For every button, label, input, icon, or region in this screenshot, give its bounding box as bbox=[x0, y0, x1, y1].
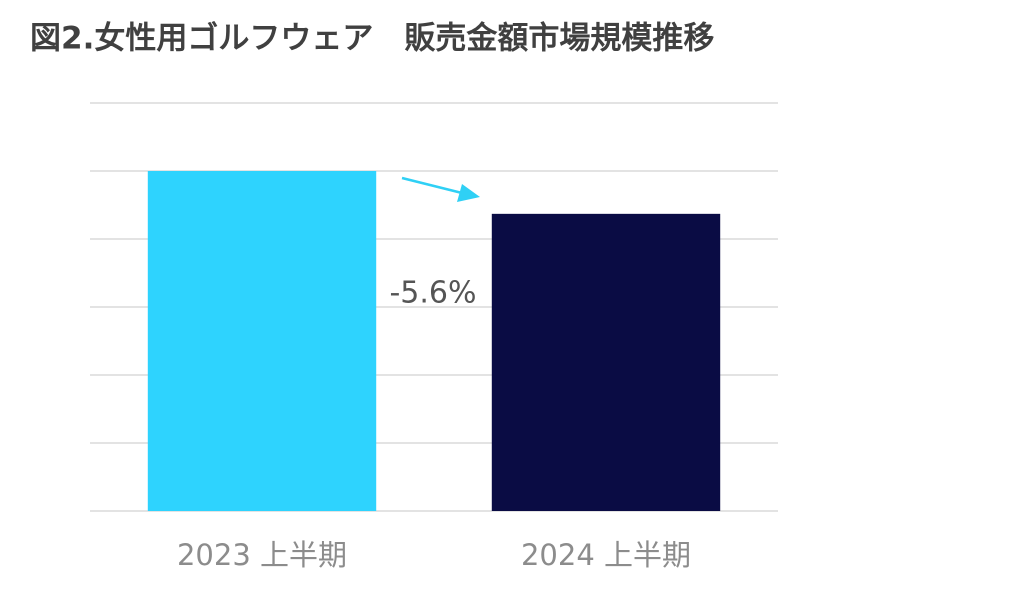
bar bbox=[491, 213, 721, 511]
arrow-line bbox=[401, 176, 463, 195]
bar bbox=[147, 171, 377, 511]
arrow-head bbox=[457, 184, 480, 202]
bars bbox=[147, 171, 721, 511]
change-annotation: -5.6% bbox=[389, 276, 476, 311]
x-tick-label: 2023 上半期 bbox=[177, 538, 347, 572]
chart-title: 図2.女性用ゴルフウェア 販売金額市場規模推移 bbox=[30, 21, 714, 57]
x-tick-label: 2024 上半期 bbox=[521, 538, 691, 572]
